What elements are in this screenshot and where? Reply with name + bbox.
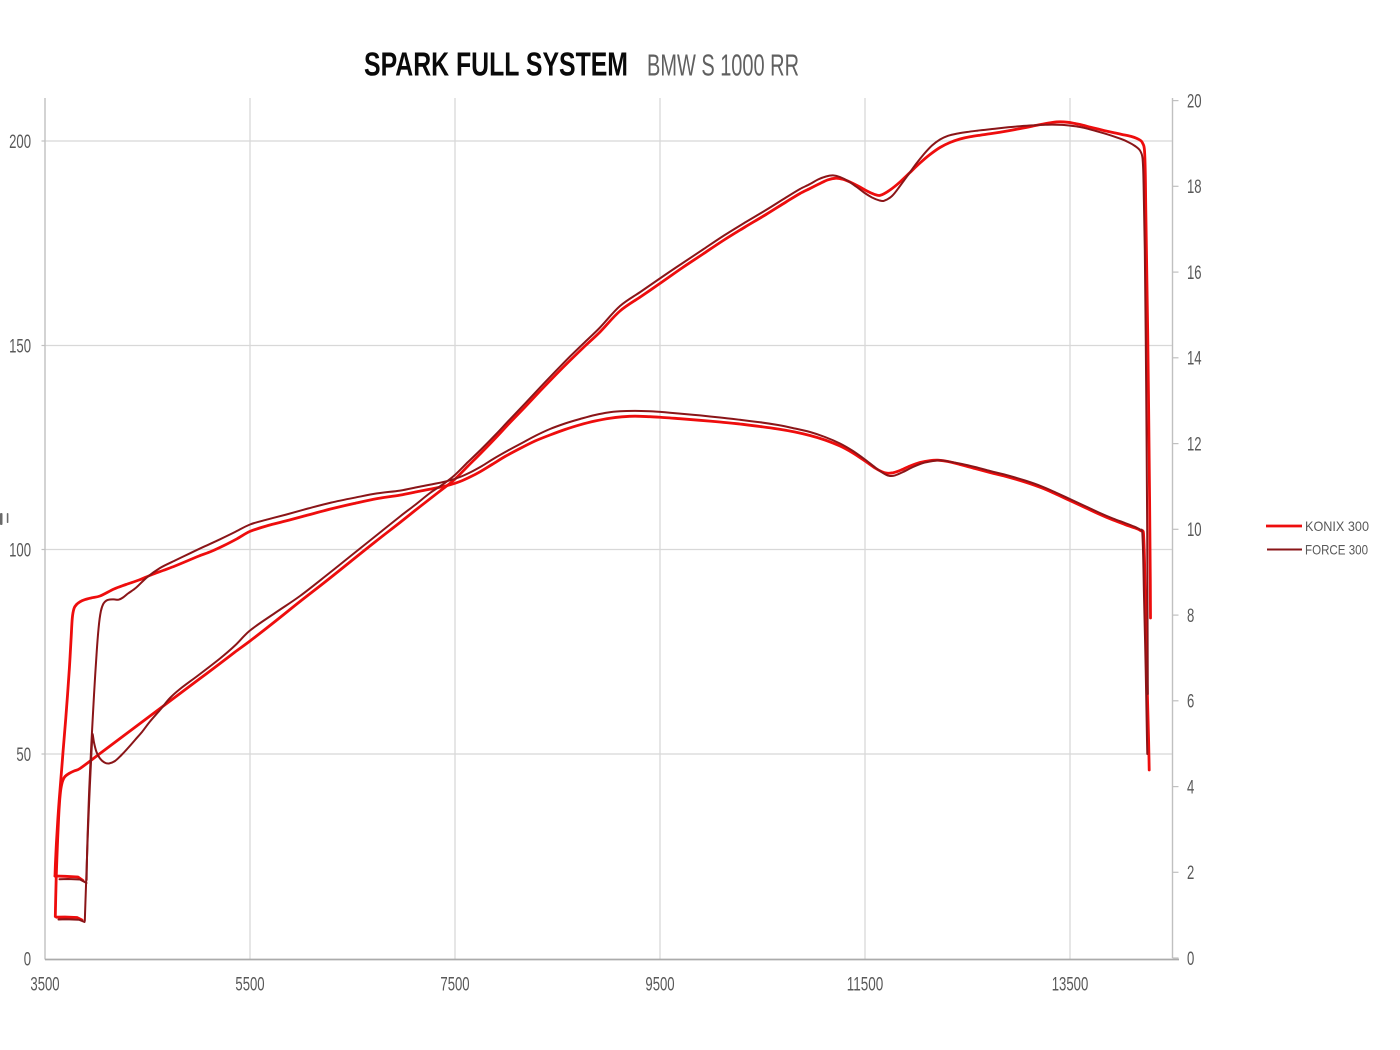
svg-text:150: 150 — [9, 336, 31, 357]
svg-text:3500: 3500 — [30, 975, 59, 996]
svg-text:9500: 9500 — [645, 975, 674, 996]
svg-text:50: 50 — [16, 745, 31, 766]
svg-text:16: 16 — [1187, 263, 1202, 284]
svg-text:13500: 13500 — [1052, 975, 1089, 996]
svg-text:0: 0 — [24, 949, 31, 970]
svg-text:200: 200 — [9, 132, 31, 153]
svg-text:8: 8 — [1187, 606, 1194, 627]
svg-text:18: 18 — [1187, 177, 1202, 198]
svg-text:12: 12 — [1187, 435, 1202, 456]
svg-text:11500: 11500 — [847, 975, 884, 996]
svg-text:SPARK FULL SYSTEM: SPARK FULL SYSTEM — [364, 46, 628, 83]
svg-text:7500: 7500 — [440, 975, 469, 996]
svg-text:20: 20 — [1187, 92, 1202, 113]
svg-text:0: 0 — [1187, 949, 1194, 970]
svg-text:2: 2 — [1187, 863, 1194, 884]
svg-text:5500: 5500 — [235, 975, 264, 996]
svg-text:10: 10 — [1187, 520, 1202, 541]
svg-text:6: 6 — [1187, 692, 1194, 713]
svg-text:100: 100 — [9, 540, 31, 561]
svg-text:14: 14 — [1187, 349, 1202, 370]
svg-text:4: 4 — [1187, 778, 1195, 799]
svg-text:FORCE 300: FORCE 300 — [1305, 542, 1368, 558]
svg-text:KONIX 300: KONIX 300 — [1305, 518, 1369, 534]
svg-text:BMW S 1000 RR: BMW S 1000 RR — [647, 48, 799, 83]
